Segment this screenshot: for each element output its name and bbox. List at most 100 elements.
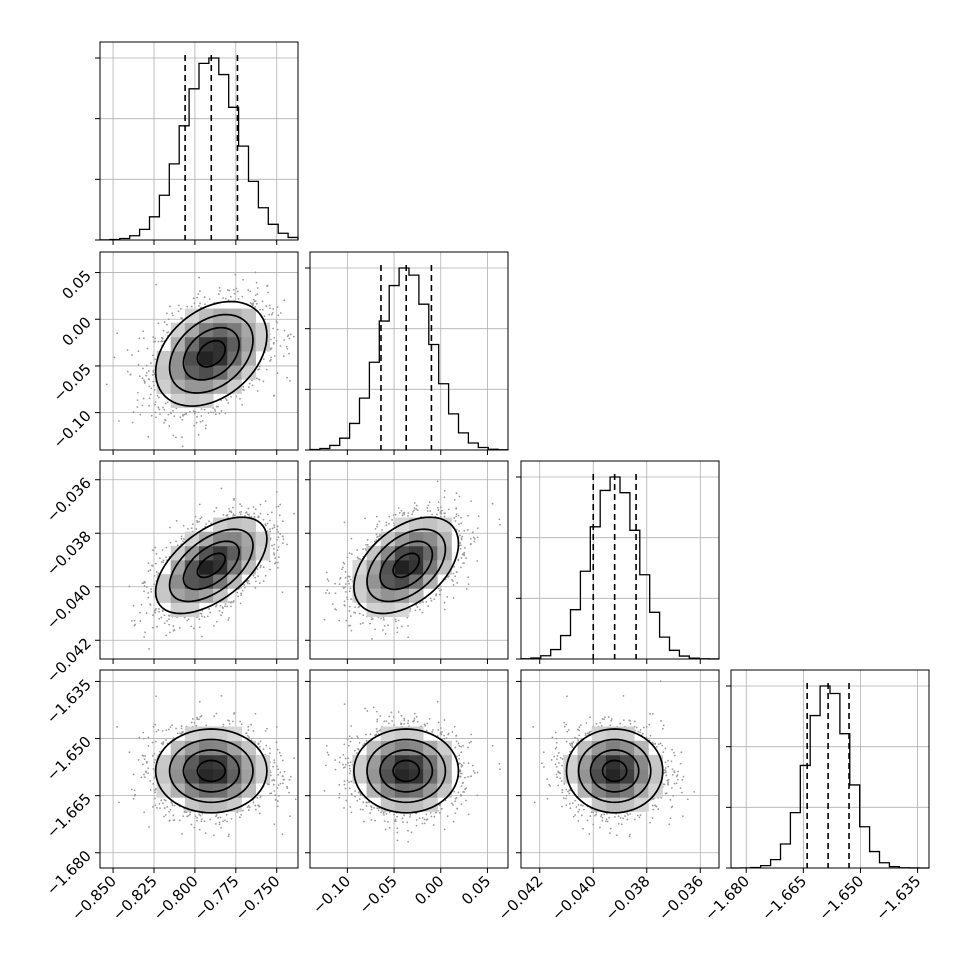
sample-point (201, 420, 204, 422)
density-cell (156, 351, 172, 366)
sample-point (156, 625, 158, 628)
sample-point (421, 611, 424, 614)
sample-point (272, 783, 275, 786)
sample-point (374, 819, 376, 822)
sample-point (664, 761, 667, 764)
sample-point (239, 816, 241, 819)
sample-point (349, 587, 352, 590)
sample-point (224, 297, 227, 300)
sample-point (278, 751, 281, 754)
sample-point (559, 777, 562, 780)
sample-point (356, 735, 359, 738)
sample-point (450, 802, 453, 805)
sample-point (172, 814, 175, 817)
sample-point (350, 629, 353, 632)
sample-point (302, 791, 304, 793)
sample-point (266, 513, 269, 516)
sample-point (555, 765, 558, 768)
sample-point (588, 833, 591, 835)
sample-point (365, 543, 367, 546)
density-plot-area (323, 452, 501, 640)
density-cell (227, 322, 242, 338)
sample-point (445, 737, 448, 740)
sample-point (205, 424, 207, 427)
sample-point (396, 815, 399, 818)
sample-point (635, 726, 638, 729)
sample-point (458, 523, 460, 526)
sample-point (283, 770, 286, 773)
sample-point (225, 813, 228, 816)
sample-point (542, 751, 545, 754)
sample-point (235, 287, 238, 290)
sample-point (299, 557, 301, 559)
histogram-panel-2 (516, 460, 720, 664)
sample-point (183, 413, 186, 416)
sample-point (180, 725, 183, 727)
sample-point (254, 271, 257, 274)
sample-point (279, 312, 282, 314)
sample-point (172, 819, 175, 822)
sample-point (229, 295, 232, 298)
sample-point (200, 516, 203, 519)
sample-point (366, 538, 369, 541)
sample-point (224, 819, 226, 822)
sample-point (388, 722, 390, 725)
sample-point (205, 523, 208, 525)
sample-point (460, 751, 463, 754)
density-panel-3-2 (516, 669, 720, 873)
sample-point (651, 741, 654, 744)
sample-point (624, 815, 626, 817)
sample-point (633, 818, 636, 821)
sample-point (276, 787, 279, 789)
sample-point (227, 835, 230, 838)
sample-point (276, 805, 279, 808)
sample-point (366, 710, 369, 712)
sample-point (256, 377, 258, 380)
sample-point (162, 742, 165, 745)
sample-point (664, 747, 667, 750)
sample-point (273, 524, 276, 527)
sample-point (158, 610, 160, 613)
sample-point (470, 500, 472, 503)
sample-point (667, 765, 670, 768)
sample-point (459, 548, 462, 550)
sample-point (218, 821, 221, 824)
density-cell (423, 797, 438, 812)
sample-point (358, 612, 361, 615)
sample-point (233, 514, 236, 517)
sample-point (555, 773, 558, 776)
density-cell (437, 783, 452, 798)
sample-point (166, 331, 169, 334)
sample-point (159, 413, 161, 416)
sample-point (344, 757, 347, 760)
sample-point (288, 778, 291, 781)
sample-point (594, 814, 596, 817)
sample-point (251, 302, 253, 305)
sample-point (456, 807, 459, 810)
sample-point (665, 774, 668, 777)
sample-point (571, 745, 573, 747)
density-cell (184, 783, 200, 798)
sample-point (259, 503, 262, 506)
sample-point (162, 559, 165, 562)
sample-point (446, 815, 449, 818)
sample-point (406, 821, 409, 824)
sample-point (264, 574, 267, 577)
sample-point (455, 452, 457, 454)
density-cell (156, 769, 172, 784)
sample-point (673, 771, 676, 774)
sample-point (642, 732, 644, 735)
sample-point (271, 779, 273, 782)
sample-point (378, 520, 381, 523)
sample-point (201, 812, 204, 815)
sample-point (412, 720, 414, 723)
sample-point (676, 778, 679, 781)
panel-frame (309, 251, 509, 451)
sample-point (266, 285, 268, 288)
sample-point (203, 296, 206, 298)
sample-point (419, 608, 421, 611)
sample-point (628, 835, 631, 838)
sample-point (326, 751, 329, 754)
sample-point (455, 513, 458, 516)
sample-point (460, 803, 463, 806)
